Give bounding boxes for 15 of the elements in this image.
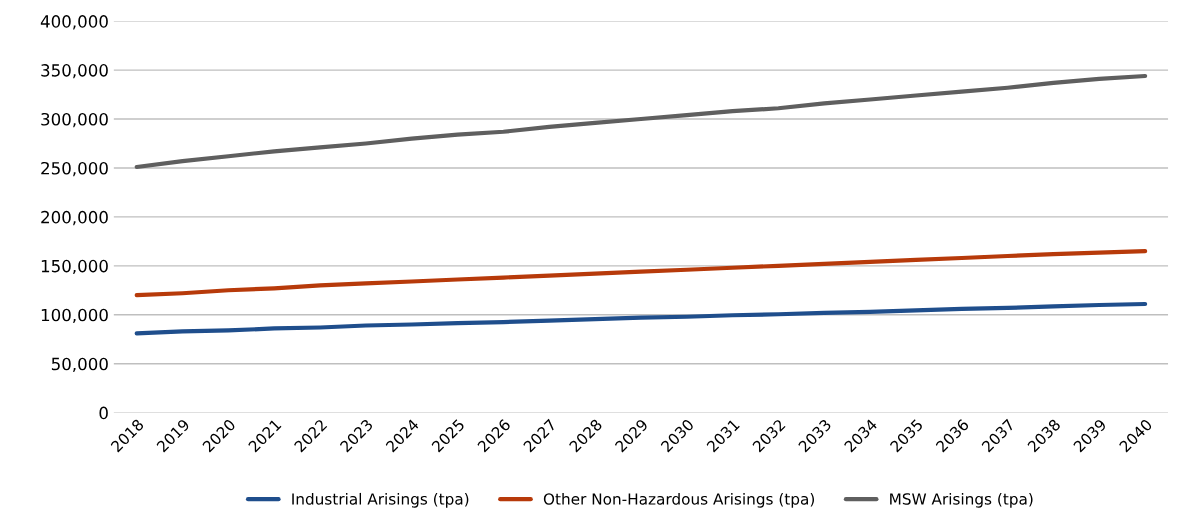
- y-tick-label: 150,000: [41, 259, 108, 275]
- line-series: [134, 301, 1148, 336]
- y-tick-label: 100,000: [41, 308, 108, 324]
- y-tick-label: 50,000: [51, 357, 108, 372]
- legend-label: Other Non-Hazardous Arisings (tpa): [543, 492, 815, 508]
- y-tick-label: 0: [99, 406, 108, 420]
- line-series: [134, 73, 1148, 170]
- y-tick-label: 250,000: [41, 161, 108, 177]
- legend-label: Industrial Arisings (tpa): [292, 492, 469, 508]
- y-tick-label: 300,000: [41, 112, 108, 128]
- y-tick-label: 400,000: [40, 15, 108, 30]
- y-tick-label: 350,000: [41, 64, 108, 79]
- line-series: [134, 249, 1148, 298]
- legend-label: MSW Arisings (tpa): [890, 492, 1033, 508]
- y-tick-label: 200,000: [41, 210, 108, 226]
